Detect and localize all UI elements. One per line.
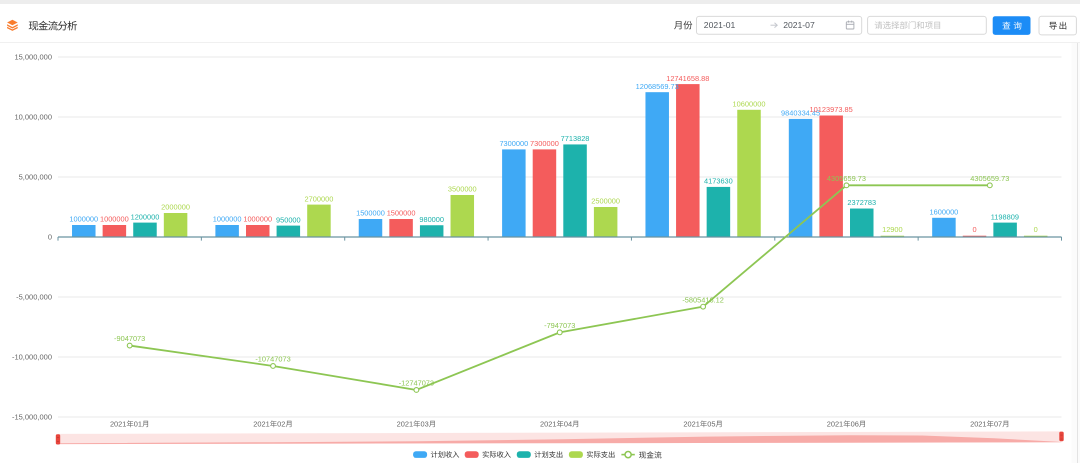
svg-text:12068569.73: 12068569.73 xyxy=(636,82,679,91)
svg-text:2372783: 2372783 xyxy=(847,198,876,207)
svg-text:02: 02 xyxy=(277,420,285,429)
svg-text:2021: 2021 xyxy=(683,420,699,429)
svg-text:-5,000,000: -5,000,000 xyxy=(16,293,52,302)
svg-text:07: 07 xyxy=(994,420,1002,429)
svg-text:2021: 2021 xyxy=(540,420,556,429)
svg-text:7713828: 7713828 xyxy=(561,134,590,143)
svg-text:1200000: 1200000 xyxy=(131,212,160,221)
svg-text:10123973.85: 10123973.85 xyxy=(810,105,853,114)
svg-text:2021: 2021 xyxy=(970,420,986,429)
svg-text:1198809: 1198809 xyxy=(991,212,1019,221)
svg-text:10600000: 10600000 xyxy=(733,100,766,109)
svg-text:2000000: 2000000 xyxy=(161,203,190,212)
svg-text:2021: 2021 xyxy=(253,420,269,429)
svg-text:0: 0 xyxy=(48,233,52,242)
svg-text:4305659.73: 4305659.73 xyxy=(827,174,866,183)
svg-text:980000: 980000 xyxy=(419,215,444,224)
svg-text:06: 06 xyxy=(851,420,859,429)
svg-text:-9047073: -9047073 xyxy=(114,334,145,343)
svg-text:4305659.73: 4305659.73 xyxy=(970,174,1009,183)
svg-text:2021-07: 2021-07 xyxy=(783,20,815,30)
svg-text:3500000: 3500000 xyxy=(448,185,477,194)
svg-text:1500000: 1500000 xyxy=(387,209,416,218)
svg-text:12741658.88: 12741658.88 xyxy=(666,74,709,83)
svg-text:01: 01 xyxy=(134,420,142,429)
svg-text:2021: 2021 xyxy=(397,420,413,429)
svg-text:0: 0 xyxy=(1034,225,1038,234)
svg-text:05: 05 xyxy=(707,420,715,429)
svg-text:-12747073: -12747073 xyxy=(399,379,434,388)
svg-text:4173630: 4173630 xyxy=(704,177,733,186)
svg-text:9840334.45: 9840334.45 xyxy=(781,109,820,118)
svg-text:5,000,000: 5,000,000 xyxy=(19,173,52,182)
svg-text:-10,000,000: -10,000,000 xyxy=(12,353,52,362)
svg-text:-15,000,000: -15,000,000 xyxy=(12,413,52,422)
svg-text:1500000: 1500000 xyxy=(356,209,385,218)
svg-text:2021: 2021 xyxy=(110,420,126,429)
svg-text:03: 03 xyxy=(421,420,429,429)
svg-text:1000000: 1000000 xyxy=(69,215,98,224)
svg-text:7300000: 7300000 xyxy=(499,139,528,148)
svg-text:1600000: 1600000 xyxy=(930,208,959,217)
svg-text:-7947073: -7947073 xyxy=(544,321,575,330)
svg-text:15,000,000: 15,000,000 xyxy=(14,53,52,62)
svg-text:2700000: 2700000 xyxy=(305,194,334,203)
svg-text:1000000: 1000000 xyxy=(100,215,129,224)
svg-text:0: 0 xyxy=(972,225,976,234)
svg-text:1000000: 1000000 xyxy=(213,215,242,224)
svg-text:-10747073: -10747073 xyxy=(255,355,290,364)
svg-text:04: 04 xyxy=(564,420,572,429)
svg-text:2500000: 2500000 xyxy=(591,197,620,206)
svg-text:-5805416.12: -5805416.12 xyxy=(682,295,724,304)
svg-text:2021-01: 2021-01 xyxy=(704,20,736,30)
svg-text:10,000,000: 10,000,000 xyxy=(14,113,52,122)
svg-text:7300000: 7300000 xyxy=(530,139,559,148)
svg-text:2021: 2021 xyxy=(827,420,843,429)
svg-text:950000: 950000 xyxy=(276,215,301,224)
svg-text:12900: 12900 xyxy=(882,225,903,234)
svg-text:1000000: 1000000 xyxy=(243,215,272,224)
